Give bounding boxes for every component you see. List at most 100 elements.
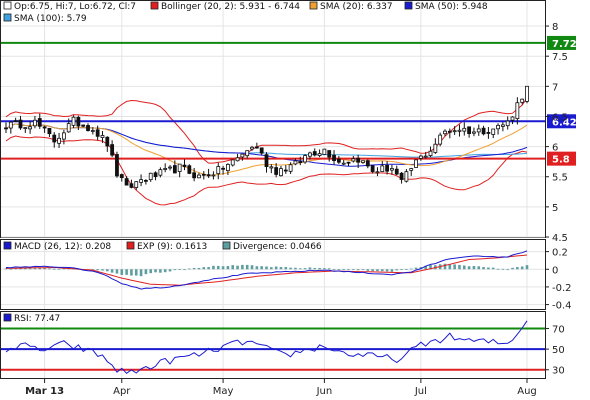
candle-body [153, 172, 158, 178]
candle-body [86, 125, 90, 132]
candle-body [279, 168, 283, 177]
divergence-bar [260, 266, 263, 270]
divergence-bar [467, 266, 471, 270]
divergence-bar [134, 269, 138, 276]
candle-body [13, 120, 18, 123]
divergence-bar [57, 268, 61, 270]
rsi-line [5, 320, 528, 374]
divergence-bar [395, 269, 399, 271]
candle-body [172, 165, 177, 174]
price-levels: 7.72 6.42 5.8 [1, 35, 577, 166]
divergence-bar [38, 267, 42, 270]
level-label: 7.72 [552, 39, 577, 50]
divergence-bar [332, 269, 336, 271]
divergence-bar [154, 269, 157, 273]
candle-body [187, 165, 192, 174]
price-tick-label: 7 [552, 82, 558, 93]
candle-body [525, 85, 529, 102]
divergence-bar [48, 268, 51, 270]
candle-body [235, 157, 240, 162]
legend-swatch [222, 241, 231, 250]
divergence-bar [327, 268, 331, 270]
divergence-bar [429, 264, 432, 270]
candle-body [365, 160, 370, 167]
level-label-box [547, 151, 576, 166]
rsi-panel-frame [0, 311, 546, 379]
candle-body [211, 174, 216, 177]
candle-body [148, 172, 153, 181]
divergence-bar [400, 269, 403, 271]
divergence-bar [101, 269, 104, 271]
divergence-bar [115, 269, 119, 274]
price-tick-label: 8 [552, 22, 558, 33]
divergence-bar [19, 268, 22, 270]
legend-swatch [3, 241, 12, 250]
divergence-bar [390, 269, 394, 272]
divergence-bar [477, 266, 481, 270]
divergence-bar [289, 267, 292, 270]
divergence-bar [472, 266, 476, 270]
candle-body [447, 130, 452, 133]
divergence-bar [520, 266, 524, 270]
level-label-box [547, 114, 576, 129]
divergence-bar [212, 265, 215, 270]
candle-body [66, 123, 71, 133]
candle-body [505, 120, 510, 127]
candle-body [375, 171, 380, 174]
divergence-bar [347, 269, 350, 271]
candle-body [71, 116, 76, 126]
divergence-bar [424, 265, 427, 270]
candle-body [23, 127, 28, 130]
candle-body [409, 168, 414, 171]
candle-body [322, 148, 327, 155]
divergence-bar [43, 267, 46, 270]
candle-body [206, 174, 211, 177]
candle-body [399, 172, 404, 180]
rsi-tick-label: 30 [552, 366, 565, 377]
candle-body [486, 132, 491, 134]
divergence-bar [279, 267, 283, 270]
candle-body [332, 154, 336, 162]
candle-body [414, 159, 418, 168]
divergence-bar [409, 268, 413, 270]
candle-body [317, 153, 322, 156]
level-label: 5.8 [552, 155, 570, 166]
x-tick-label: Jul [414, 386, 427, 397]
legend-label: Divergence: 0.0466 [233, 242, 322, 252]
candle-body [259, 147, 264, 154]
price-legend: Op:6.75, Hi:7, Lo:6.72, Cl:7 Bollinger (2… [3, 1, 488, 24]
candle-body [298, 161, 303, 164]
divergence-bar [28, 268, 32, 270]
candle-body [520, 98, 525, 103]
divergence-bar [23, 268, 27, 270]
candle-body [423, 155, 428, 158]
divergence-bar [294, 267, 297, 270]
legend-label: SMA (50): 5.948 [415, 2, 488, 12]
candle-body [192, 172, 197, 179]
candle-body [37, 118, 42, 127]
candle-body [201, 173, 206, 176]
divergence-bar [516, 267, 519, 270]
candle-body [115, 154, 119, 177]
divergence-bar [130, 269, 133, 276]
candle-body [356, 157, 361, 163]
divergence-bar [385, 269, 389, 272]
macd-divergence-histogram [4, 263, 529, 277]
exp-line [5, 254, 528, 286]
candle-body [139, 179, 143, 183]
price-tick-label: 5.5 [552, 173, 568, 184]
rsi-legend: RSI: 77.47 [3, 313, 60, 324]
candle-body [394, 168, 399, 175]
candle-body [42, 126, 47, 129]
divergence-bar [462, 265, 466, 270]
candle-body [312, 151, 317, 156]
candle-body [264, 154, 269, 168]
divergence-bar [380, 269, 384, 272]
divergence-bar [496, 268, 500, 270]
divergence-bar [376, 269, 379, 272]
divergence-bar [241, 264, 244, 270]
divergence-bar [487, 267, 490, 270]
candle-body [230, 159, 235, 166]
legend-label: SMA (20): 6.337 [320, 2, 393, 12]
